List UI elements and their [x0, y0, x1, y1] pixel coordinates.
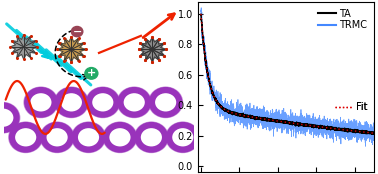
Polygon shape [10, 35, 37, 59]
Text: −: − [73, 27, 82, 37]
Circle shape [85, 68, 98, 79]
Circle shape [71, 26, 83, 37]
Polygon shape [139, 37, 166, 62]
Legend: Fit: Fit [331, 99, 371, 116]
Polygon shape [57, 37, 86, 62]
Polygon shape [58, 37, 85, 62]
Text: +: + [87, 68, 96, 78]
Polygon shape [139, 37, 166, 62]
